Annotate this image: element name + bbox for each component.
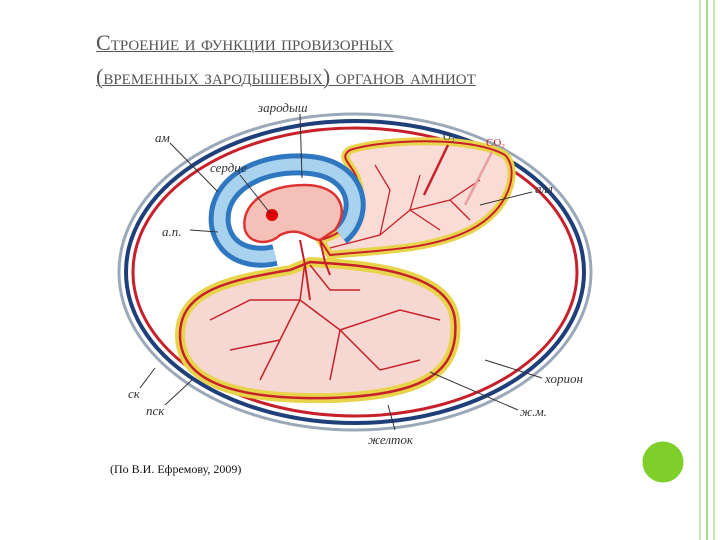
serous-membrane: [124, 119, 586, 425]
leader: [429, 371, 519, 411]
embryo: [243, 183, 343, 244]
leader: [484, 359, 543, 379]
leader: [299, 113, 303, 179]
leader: [164, 379, 193, 406]
yolk-vessels: [209, 261, 441, 381]
label: CO₂: [486, 137, 505, 149]
o2-arrow: [422, 144, 450, 196]
label: хорион: [544, 371, 583, 386]
label: пск: [146, 403, 165, 418]
label: сердце: [210, 160, 247, 175]
label: а.п.: [162, 224, 182, 239]
caption: (По В.И. Ефремову, 2009): [110, 462, 241, 476]
leader: [387, 404, 396, 431]
leader: [189, 229, 219, 233]
title-line: (временных зародышевых) органов амниот: [96, 64, 476, 89]
leader: [169, 142, 219, 193]
label: ск: [128, 386, 141, 401]
leader: [239, 174, 271, 214]
allantois-vessels: [329, 164, 481, 249]
amniotic-fluid: [213, 158, 361, 263]
label: ам: [155, 130, 170, 145]
label: желток: [368, 432, 414, 447]
yolk-sac-wall: [178, 260, 457, 400]
stalk: [299, 239, 331, 301]
leader: [139, 367, 156, 389]
label: зародыш: [257, 100, 308, 115]
chorion: [131, 126, 579, 418]
title-line: Строение и функции провизорных: [96, 30, 394, 55]
leader: [479, 191, 533, 206]
decor-circle: [639, 438, 687, 486]
label: ж.м.: [520, 404, 547, 419]
yolk-sac: [174, 256, 461, 404]
co2-arrow: [463, 151, 494, 206]
label: O₂: [443, 131, 455, 143]
label: алл: [535, 181, 553, 196]
